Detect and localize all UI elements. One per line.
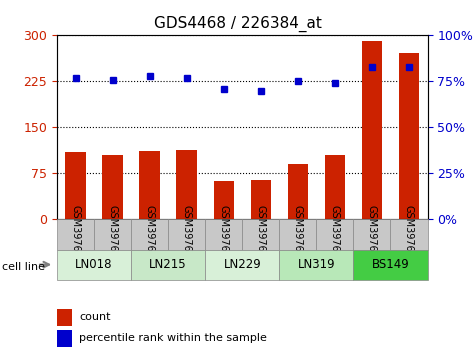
Bar [103, 155, 123, 219]
Text: GSM397665: GSM397665 [218, 205, 229, 264]
Text: GSM397662: GSM397662 [107, 205, 118, 264]
Text: GSM397664: GSM397664 [181, 205, 192, 264]
FancyBboxPatch shape [279, 250, 353, 280]
Text: percentile rank within the sample: percentile rank within the sample [79, 333, 267, 343]
Text: LN215: LN215 [149, 258, 187, 271]
FancyBboxPatch shape [57, 219, 94, 250]
FancyBboxPatch shape [205, 219, 242, 250]
Bar [325, 155, 345, 219]
FancyBboxPatch shape [168, 219, 205, 250]
Text: LN319: LN319 [297, 258, 335, 271]
FancyBboxPatch shape [57, 250, 131, 280]
Text: GSM397669: GSM397669 [367, 205, 377, 264]
Text: LN018: LN018 [76, 258, 113, 271]
Bar [251, 180, 271, 219]
FancyBboxPatch shape [316, 219, 353, 250]
FancyBboxPatch shape [390, 219, 428, 250]
Bar [399, 53, 419, 219]
Text: GSM397661: GSM397661 [70, 205, 81, 264]
FancyBboxPatch shape [131, 219, 168, 250]
Bar [362, 41, 382, 219]
Bar [140, 152, 160, 219]
Text: GDS4468 / 226384_at: GDS4468 / 226384_at [153, 16, 322, 32]
Text: GSM397667: GSM397667 [293, 205, 303, 264]
Bar [57, 330, 72, 347]
FancyBboxPatch shape [131, 250, 205, 280]
Text: cell line: cell line [2, 262, 46, 272]
Bar [57, 309, 72, 326]
Text: count: count [79, 312, 111, 322]
Bar [66, 152, 86, 219]
Text: LN229: LN229 [223, 258, 261, 271]
FancyBboxPatch shape [353, 250, 428, 280]
FancyBboxPatch shape [205, 250, 279, 280]
FancyBboxPatch shape [353, 219, 390, 250]
FancyBboxPatch shape [242, 219, 279, 250]
Bar [214, 181, 234, 219]
Bar [288, 164, 308, 219]
Text: GSM397668: GSM397668 [330, 205, 340, 264]
Text: GSM397670: GSM397670 [404, 205, 414, 264]
Text: BS149: BS149 [371, 258, 409, 271]
FancyBboxPatch shape [94, 219, 131, 250]
Bar [177, 150, 197, 219]
Text: GSM397666: GSM397666 [256, 205, 266, 264]
Text: GSM397663: GSM397663 [144, 205, 155, 264]
FancyBboxPatch shape [279, 219, 316, 250]
